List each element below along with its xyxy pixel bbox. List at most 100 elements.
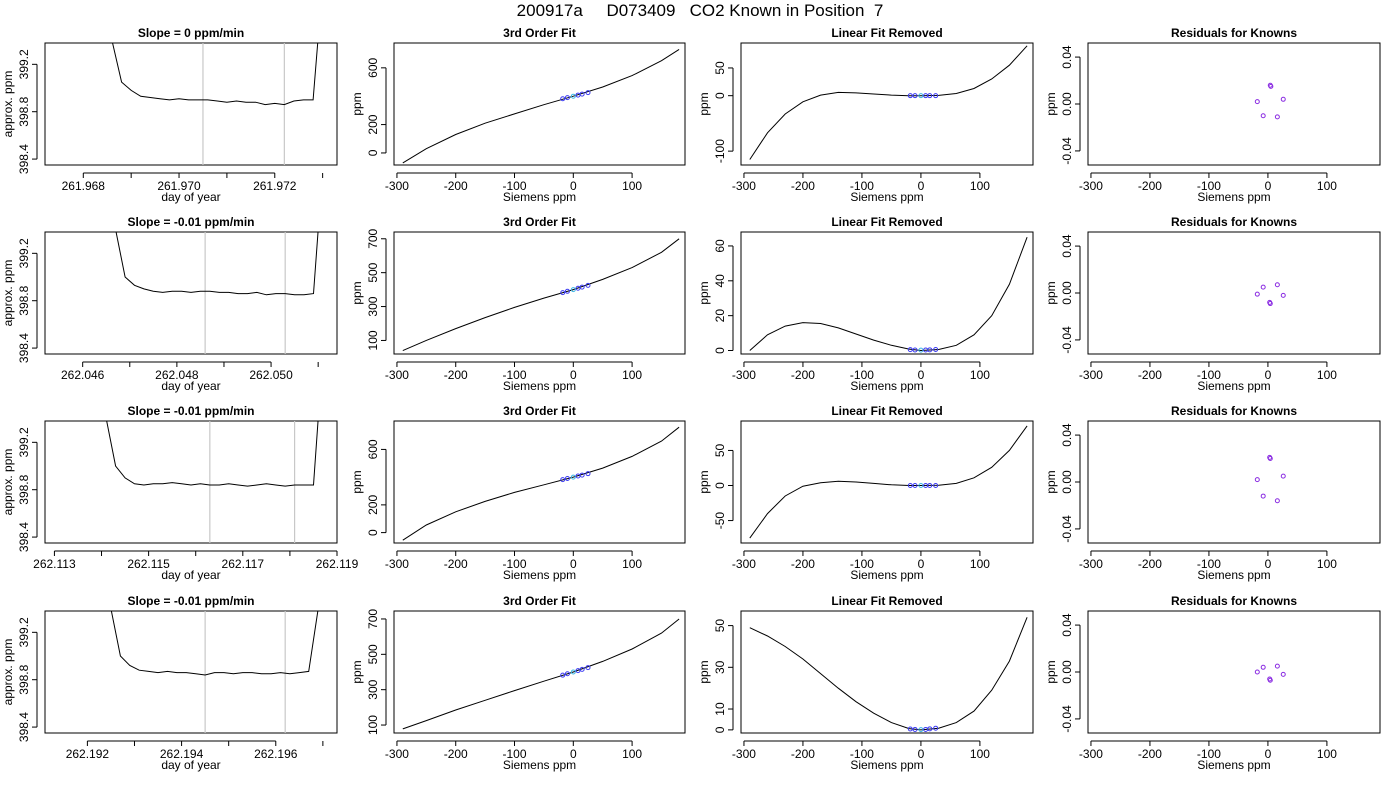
- page-title: 200917a D073409 CO2 Known in Position 7: [516, 1, 884, 20]
- y-tick-label: 500: [366, 262, 380, 282]
- x-tick-label: 100: [622, 368, 642, 382]
- y-axis-label: ppm: [697, 660, 711, 683]
- x-axis-label: Siemens ppm: [850, 568, 923, 582]
- known-point: [927, 347, 933, 353]
- y-axis-label: ppm: [350, 470, 364, 493]
- x-axis-label: day of year: [161, 758, 220, 772]
- panel-title: Linear Fit Removed: [831, 404, 942, 418]
- y-tick-label: 50: [713, 619, 727, 633]
- x-tick-label: -100: [502, 557, 526, 571]
- residual-point: [1274, 663, 1280, 669]
- x-tick-label: 261.968: [62, 179, 106, 193]
- x-tick-label: 262.196: [254, 747, 298, 761]
- x-tick-label: 261.972: [253, 179, 297, 193]
- y-tick-label: 60: [713, 239, 727, 253]
- y-tick-label: 0: [713, 482, 727, 489]
- residual-point: [1260, 113, 1266, 119]
- x-tick-label: -200: [791, 368, 815, 382]
- known-point: [907, 726, 913, 732]
- residual-point: [1267, 301, 1273, 307]
- known-point: [585, 665, 591, 671]
- x-tick-label: 0: [918, 557, 925, 571]
- x-tick-label: 100: [1317, 747, 1337, 761]
- known-point: [579, 91, 585, 97]
- residual-point: [1280, 96, 1286, 102]
- x-tick-label: 0: [1265, 368, 1272, 382]
- y-tick-label: 0.04: [1060, 234, 1074, 258]
- panel-title: Linear Fit Removed: [831, 26, 942, 40]
- x-tick-label: -200: [1138, 747, 1162, 761]
- panel-1-2: 3rd Order Fit Siemens ppm ppm -300 -200 -100 0…: [350, 26, 686, 204]
- known-point: [912, 93, 918, 99]
- y-axis-label: ppm: [350, 660, 364, 683]
- x-tick-label: -200: [791, 179, 815, 193]
- panel-3-1: Slope = -0.01 ppm/min day of year approx. …: [1, 404, 359, 582]
- residual-point: [1260, 493, 1266, 499]
- panel-title: 3rd Order Fit: [503, 215, 576, 229]
- x-tick-label: 262.194: [160, 747, 204, 761]
- plot-area: [115, 232, 319, 354]
- x-axis-label: Siemens ppm: [503, 379, 576, 393]
- x-tick-label: -200: [791, 557, 815, 571]
- x-tick-label: 261.970: [157, 179, 201, 193]
- x-tick-label: -100: [1197, 179, 1221, 193]
- x-tick-label: -100: [502, 368, 526, 382]
- x-axis-label: day of year: [161, 568, 220, 582]
- plot-frame: [44, 231, 338, 355]
- plot-frame: [1087, 231, 1381, 355]
- plot-area: [112, 43, 319, 165]
- y-tick-label: 40: [713, 274, 727, 288]
- plot-frame: [1087, 42, 1381, 166]
- x-tick-label: -200: [1138, 179, 1162, 193]
- series-line: [402, 426, 680, 541]
- y-tick-label: 398.4: [17, 522, 31, 552]
- panel-title: Residuals for Knowns: [1171, 26, 1297, 40]
- residual-point: [1280, 473, 1286, 479]
- x-tick-label: -100: [850, 747, 874, 761]
- y-tick-label: 20: [713, 309, 727, 323]
- y-tick-label: 0: [713, 726, 727, 733]
- x-tick-label: -300: [1079, 368, 1103, 382]
- x-tick-label: 0: [570, 368, 577, 382]
- x-tick-label: -300: [385, 747, 409, 761]
- known-point: [918, 483, 924, 489]
- panel-1-1: Slope = 0 ppm/min day of year approx. ppm 2…: [1, 26, 338, 204]
- known-point: [933, 93, 939, 99]
- y-tick-label: 0: [713, 92, 727, 99]
- y-axis-label: ppm: [1044, 470, 1058, 493]
- x-tick-label: -100: [502, 747, 526, 761]
- known-point: [564, 95, 570, 101]
- panel-1-4: Residuals for Knowns Siemens ppm ppm -300 -2…: [1044, 26, 1381, 204]
- panel-2-4: Residuals for Knowns Siemens ppm ppm -300 -2…: [1044, 215, 1381, 393]
- x-tick-label: 262.119: [316, 557, 359, 571]
- known-point: [585, 282, 591, 288]
- y-tick-label: -0.04: [1060, 705, 1074, 733]
- x-tick-label: -100: [1197, 368, 1221, 382]
- panel-title: 3rd Order Fit: [503, 404, 576, 418]
- x-tick-label: 0: [918, 179, 925, 193]
- x-tick-label: 0: [570, 747, 577, 761]
- known-point: [918, 93, 924, 99]
- x-tick-label: 100: [1317, 368, 1337, 382]
- x-axis-label: day of year: [161, 379, 220, 393]
- y-tick-label: 300: [366, 679, 380, 699]
- y-tick-label: 0.00: [1060, 660, 1074, 684]
- known-point: [927, 483, 933, 489]
- series-line: [106, 421, 319, 487]
- plot-frame: [393, 610, 686, 734]
- panel-title: Slope = -0.01 ppm/min: [127, 215, 254, 229]
- y-axis-label: ppm: [1044, 660, 1058, 683]
- y-tick-label: 399.2: [17, 617, 31, 647]
- y-tick-label: 0: [366, 529, 380, 536]
- known-point: [927, 93, 933, 99]
- x-tick-label: 100: [970, 557, 990, 571]
- plot-area: [749, 425, 1028, 539]
- y-tick-label: 399.2: [17, 427, 31, 457]
- panel-4-2: 3rd Order Fit Siemens ppm ppm -300 -200 -100 0…: [350, 594, 686, 772]
- y-tick-label: 600: [366, 439, 380, 459]
- x-axis-label: Siemens ppm: [1197, 379, 1270, 393]
- known-point: [564, 671, 570, 677]
- plot-area: [1254, 82, 1286, 120]
- plot-area: [1254, 454, 1286, 504]
- panel-2-2: 3rd Order Fit Siemens ppm ppm -300 -200 -100 0…: [350, 215, 686, 393]
